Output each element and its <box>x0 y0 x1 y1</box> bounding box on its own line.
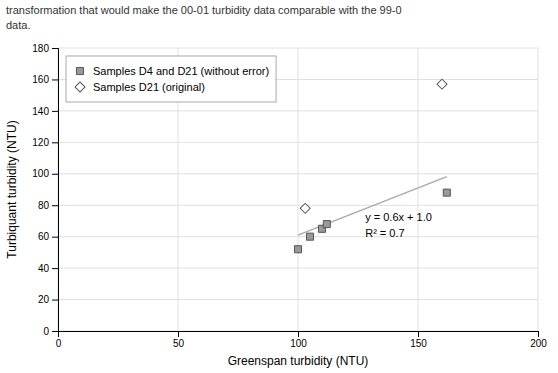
tick-label: 60 <box>38 231 50 242</box>
annotation: y = 0.6x + 1.0 <box>365 211 432 223</box>
point <box>443 189 450 196</box>
y-axis-title: Turbiquant turbidity (NTU) <box>5 120 19 258</box>
grid-line <box>538 48 539 331</box>
grid-line <box>58 110 538 111</box>
subtitle: data. <box>6 19 30 31</box>
marks <box>294 79 450 253</box>
grid-line <box>418 48 419 331</box>
tick-label: 140 <box>32 106 49 117</box>
x-axis-title: Greenspan turbidity (NTU) <box>228 354 369 368</box>
tick: 40 <box>38 263 58 274</box>
tick-label: 160 <box>32 74 49 85</box>
y-axis: 0 20 40 60 80 100 120 140 160 180 <box>32 43 58 337</box>
tick: 150 <box>410 331 427 349</box>
tick-label: 150 <box>410 338 427 349</box>
tick-mark <box>52 79 58 80</box>
annotation: R² = 0.7 <box>365 227 404 239</box>
legend-swatch <box>75 82 85 92</box>
tick: 100 <box>32 168 58 179</box>
tick-mark <box>52 111 58 112</box>
point <box>437 79 447 89</box>
tick-label: 180 <box>32 43 49 54</box>
tick: 60 <box>38 231 58 242</box>
subtitle: transformation that would make the 00-01… <box>6 4 402 16</box>
x-axis: 0 50 100 150 200 <box>56 331 548 349</box>
grid-line <box>58 48 538 49</box>
grid-line <box>58 236 538 237</box>
point <box>300 203 310 213</box>
grid <box>58 48 538 331</box>
tick-mark <box>298 331 299 337</box>
tick-label: 100 <box>290 338 307 349</box>
tick: 160 <box>32 74 58 85</box>
tick-label: 80 <box>38 200 50 211</box>
tick: 200 <box>530 331 547 349</box>
tick: 0 <box>56 331 62 349</box>
legend-frame <box>66 56 276 102</box>
grid-line <box>58 268 538 269</box>
legend-label: Samples D21 (original) <box>93 81 205 93</box>
tick: 80 <box>38 200 58 211</box>
axis-line <box>52 49 59 332</box>
tick-mark <box>52 237 58 238</box>
tick-mark <box>52 205 58 206</box>
legend-swatch <box>76 67 83 74</box>
legend-label: Samples D4 and D21 (without error) <box>93 65 269 77</box>
tick-label: 20 <box>38 294 50 305</box>
tick: 0 <box>43 326 58 337</box>
grid-line <box>58 142 538 143</box>
tick-mark <box>538 331 539 337</box>
tick-mark <box>52 300 58 301</box>
point <box>306 233 313 240</box>
tick: 120 <box>32 137 58 148</box>
grid-line <box>58 173 538 174</box>
grid-line <box>58 205 538 206</box>
legend: Samples D4 and D21 (without error) Sample… <box>66 56 276 102</box>
tick: 20 <box>38 294 58 305</box>
point <box>323 221 330 228</box>
tick-mark <box>52 268 58 269</box>
grid-line <box>58 299 538 300</box>
axis-line <box>59 332 539 338</box>
tick-label: 50 <box>173 338 185 349</box>
tick-mark <box>178 331 179 337</box>
chart: transformation that would make the 00-01… <box>0 0 558 373</box>
tick-mark <box>52 174 58 175</box>
tick-mark <box>52 142 58 143</box>
grid-line <box>298 48 299 331</box>
tick: 140 <box>32 106 58 117</box>
tick-label: 40 <box>38 263 50 274</box>
tick-label: 120 <box>32 137 49 148</box>
plot: 0 50 100 150 200 0 20 40 60 80 100 120 140 160 180 Gree… <box>5 43 547 368</box>
tick: 100 <box>290 331 307 349</box>
tick-mark <box>418 331 419 337</box>
tick: 180 <box>32 43 58 54</box>
tick-mark <box>52 331 58 332</box>
tick-label: 100 <box>32 168 49 179</box>
tick: 50 <box>173 331 185 349</box>
tick-mark <box>52 48 58 49</box>
tick-label: 200 <box>530 338 547 349</box>
tick-label: 0 <box>56 338 62 349</box>
tick-label: 0 <box>43 326 49 337</box>
point <box>294 246 301 253</box>
